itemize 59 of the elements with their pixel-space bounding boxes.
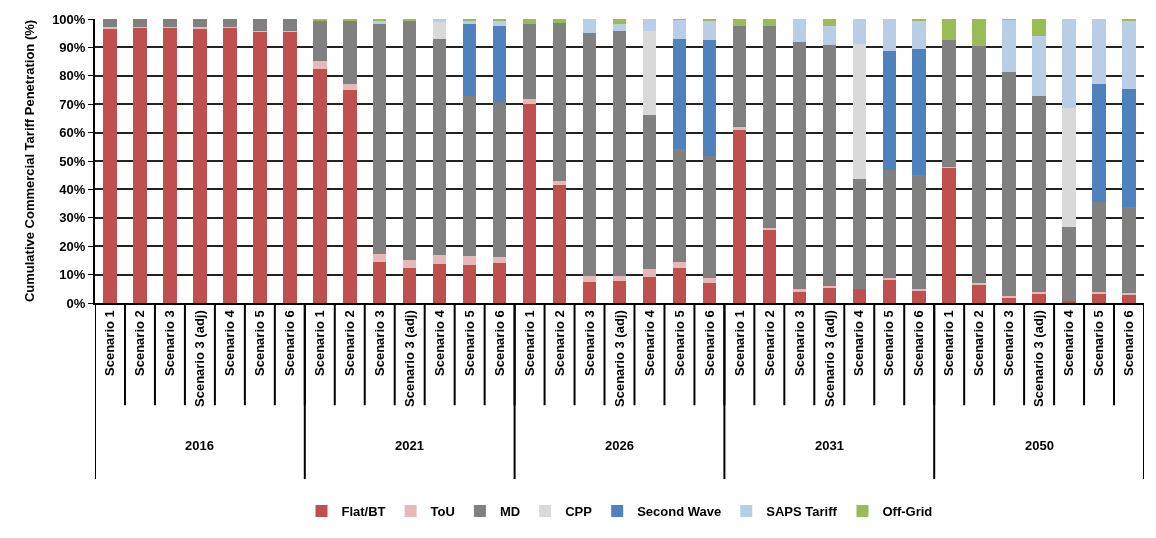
x-tick-label: Scenario 3: [371, 310, 387, 376]
x-tick-label: Scenario 1: [731, 310, 747, 376]
y-tick-label: 60%: [59, 125, 86, 141]
text: 2021: [395, 438, 424, 453]
x-tick-label: Scenario 4: [431, 309, 447, 376]
x-tick-label: Scenario 4: [1061, 309, 1077, 376]
legend-label: SAPS Tariff: [766, 504, 838, 520]
x-tick-label: Scenario 5: [1091, 310, 1107, 376]
x-tick-label: Scenario 5: [461, 310, 477, 376]
x-tick-label: Scenario 4: [222, 309, 238, 376]
x-tick-label: Scenario 3 (adj): [611, 310, 627, 408]
y-tick-label: 90%: [59, 39, 86, 55]
x-tick-label: Scenario 4: [851, 309, 867, 376]
x-tick-label: Scenario 5: [671, 310, 687, 376]
x-tick-label: Scenario 2: [341, 310, 357, 376]
legend-label: MD: [499, 504, 521, 520]
x-tick-label: Scenario 6: [701, 310, 717, 376]
x-tick-label: Scenario 1: [102, 310, 118, 376]
y-tick-label: 10%: [59, 267, 86, 283]
text: 2050: [1025, 438, 1054, 453]
x-tick-label: Scenario 3 (adj): [1031, 310, 1047, 408]
y-tick-label: 80%: [59, 68, 86, 84]
text: 2026: [605, 438, 634, 453]
x-tick-label: Scenario 2: [132, 310, 148, 376]
x-tick-label: Scenario 2: [761, 310, 777, 376]
legend-label: Off-Grid: [882, 504, 933, 520]
legend-label: Second Wave: [637, 504, 722, 520]
x-tick-label: Scenario 1: [521, 310, 537, 376]
x-tick-label: Scenario 3 (adj): [821, 310, 837, 408]
y-tick-label: 20%: [59, 238, 86, 254]
y-tick-label: 0%: [66, 295, 86, 311]
x-tick-label: Scenario 5: [881, 310, 897, 376]
x-tick-label: Scenario 3: [162, 310, 178, 376]
legend-label: Flat/BT: [341, 504, 386, 520]
x-tick-label: Scenario 3: [581, 310, 597, 376]
legend-label: CPP: [565, 504, 593, 520]
text: 2031: [815, 438, 844, 453]
x-tick-label: Scenario 2: [551, 310, 567, 376]
y-tick-label: 70%: [59, 96, 86, 112]
x-tick-label: Scenario 3 (adj): [401, 310, 417, 408]
x-tick-label: Scenario 3: [791, 310, 807, 376]
x-tick-label: Scenario 2: [971, 310, 987, 376]
y-tick-label: 40%: [59, 181, 86, 197]
x-tick-label: Scenario 6: [491, 310, 507, 376]
x-tick-label: Scenario 3 (adj): [192, 310, 208, 408]
x-tick-label: Scenario 5: [252, 310, 268, 376]
text: 2016: [185, 438, 214, 453]
y-tick-label: 50%: [59, 153, 86, 169]
x-tick-label: Scenario 4: [641, 309, 657, 376]
y-tick-label: 100%: [52, 11, 86, 27]
x-tick-label: Scenario 6: [1121, 310, 1137, 376]
x-tick-label: Scenario 1: [941, 310, 957, 376]
x-tick-label: Scenario 1: [312, 310, 328, 376]
x-tick-label: Scenario 6: [911, 310, 927, 376]
x-tick-label: Scenario 6: [282, 310, 298, 376]
legend-label: ToU: [430, 504, 455, 520]
y-tick-label: 30%: [59, 210, 86, 226]
y-axis-title: Cumulative Commercial Tariff Penetration (%): [21, 19, 37, 303]
x-tick-label: Scenario 3: [1001, 310, 1017, 376]
